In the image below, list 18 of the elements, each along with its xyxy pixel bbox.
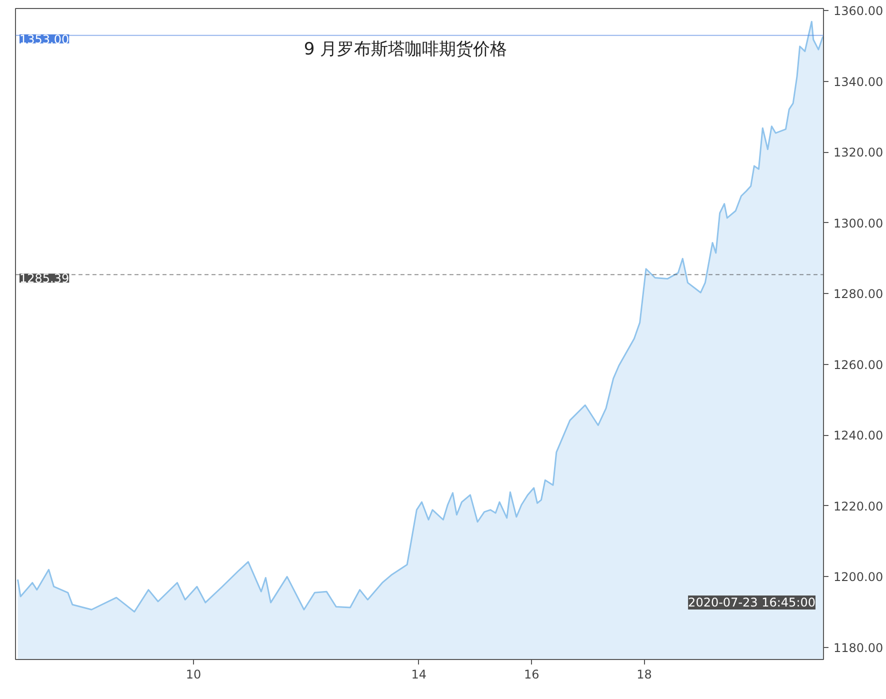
y-tick-label: 1320.00 — [834, 146, 884, 160]
text: 9 月罗布斯塔咖啡期货价格 — [304, 40, 508, 60]
y-tick-label: 1300.00 — [834, 216, 884, 230]
y-tick-label: 1240.00 — [834, 428, 884, 443]
y-tick-label: 1260.00 — [834, 358, 884, 372]
x-tick-label: 16 — [524, 668, 540, 682]
y-tick-label: 1200.00 — [834, 570, 884, 584]
y-tick-label: 1220.00 — [834, 499, 884, 514]
y-tick-label: 1340.00 — [834, 74, 884, 89]
y-tick-label: 1280.00 — [834, 287, 884, 302]
ref-line-label: 1285.39 — [20, 272, 70, 286]
ref-line-label: 1353.00 — [20, 32, 70, 46]
y-tick-label: 1360.00 — [834, 4, 884, 18]
x-tick-label: 18 — [636, 668, 652, 682]
x-tick-label: 14 — [411, 668, 427, 682]
annotation: 2020-07-23 16:45:00 — [688, 596, 816, 610]
y-tick-label: 1180.00 — [834, 640, 884, 655]
x-tick-label: 10 — [186, 668, 202, 682]
